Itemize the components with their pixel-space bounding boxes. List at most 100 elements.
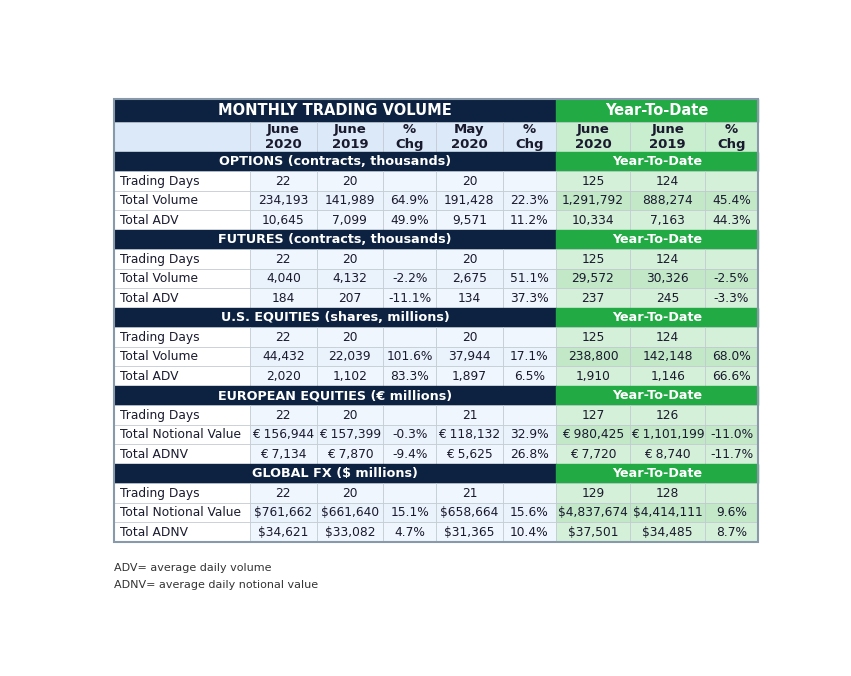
Text: 64.9%: 64.9% [391, 194, 429, 207]
Text: 125: 125 [581, 174, 605, 188]
Text: 15.1%: 15.1% [391, 506, 429, 519]
Text: 44.3%: 44.3% [712, 214, 751, 226]
Text: June
2020: June 2020 [265, 123, 302, 151]
Text: 128: 128 [656, 487, 679, 500]
Bar [114, 269, 250, 289]
Bar [705, 171, 758, 191]
Bar [631, 210, 705, 230]
Text: 184: 184 [271, 291, 295, 305]
Text: 22: 22 [276, 408, 291, 422]
Bar [556, 249, 631, 269]
Text: $658,664: $658,664 [440, 506, 499, 519]
Text: 191,428: 191,428 [444, 194, 494, 207]
Bar [250, 425, 317, 444]
Text: Trading Days: Trading Days [120, 174, 200, 188]
Text: $4,837,674: $4,837,674 [558, 506, 628, 519]
Bar [631, 171, 705, 191]
Text: Total Volume: Total Volume [120, 350, 198, 363]
Text: € 8,740: € 8,740 [644, 448, 691, 460]
Text: 32.9%: 32.9% [510, 428, 549, 441]
Text: -3.3%: -3.3% [714, 291, 749, 305]
Text: -11.0%: -11.0% [710, 428, 753, 441]
Bar [436, 425, 503, 444]
Bar [705, 503, 758, 523]
Text: € 5,625: € 5,625 [446, 448, 493, 460]
Text: June
2020: June 2020 [574, 123, 611, 151]
Text: Total ADNV: Total ADNV [120, 448, 188, 460]
Bar [436, 327, 503, 347]
Bar [503, 366, 556, 386]
Bar [556, 152, 758, 171]
Text: 101.6%: 101.6% [386, 350, 433, 363]
Bar [556, 210, 631, 230]
Bar [436, 171, 503, 191]
Text: 21: 21 [461, 408, 477, 422]
Text: 22: 22 [276, 487, 291, 500]
Bar [705, 483, 758, 503]
Text: Trading Days: Trading Days [120, 487, 200, 500]
Bar [383, 347, 436, 366]
Bar [436, 191, 503, 210]
Text: 22,039: 22,039 [328, 350, 371, 363]
Bar [436, 249, 503, 269]
Bar [383, 249, 436, 269]
Bar [556, 347, 631, 366]
Bar [705, 210, 758, 230]
Bar [114, 152, 556, 171]
Text: 127: 127 [581, 408, 604, 422]
Text: 37,944: 37,944 [448, 350, 491, 363]
Bar [503, 347, 556, 366]
Text: Total ADV: Total ADV [120, 214, 179, 226]
Bar [114, 308, 556, 327]
Bar [503, 249, 556, 269]
Bar [317, 289, 383, 308]
Bar [631, 366, 705, 386]
Bar [383, 171, 436, 191]
Text: € 7,720: € 7,720 [569, 448, 616, 460]
Text: 245: 245 [656, 291, 679, 305]
Bar [317, 122, 383, 152]
Bar [705, 289, 758, 308]
Text: GLOBAL FX ($ millions): GLOBAL FX ($ millions) [252, 467, 418, 480]
Bar [114, 425, 250, 444]
Bar [556, 191, 631, 210]
Text: 20: 20 [342, 487, 357, 500]
Bar [317, 327, 383, 347]
Text: 124: 124 [656, 331, 679, 343]
Bar [503, 523, 556, 541]
Text: 45.4%: 45.4% [712, 194, 751, 207]
Text: 1,910: 1,910 [575, 370, 610, 383]
Bar [250, 191, 317, 210]
Bar [114, 406, 250, 425]
Text: %
Chg: % Chg [515, 123, 544, 151]
Text: 37.3%: 37.3% [510, 291, 549, 305]
Bar [503, 269, 556, 289]
Bar [436, 483, 503, 503]
Text: 2,020: 2,020 [266, 370, 300, 383]
Text: Trading Days: Trading Days [120, 331, 200, 343]
Text: 44,432: 44,432 [262, 350, 305, 363]
Bar [631, 406, 705, 425]
Text: Total Notional Value: Total Notional Value [120, 428, 241, 441]
Bar [631, 444, 705, 464]
Bar [114, 289, 250, 308]
Bar [556, 523, 631, 541]
Bar [631, 191, 705, 210]
Text: 126: 126 [656, 408, 679, 422]
Bar [250, 122, 317, 152]
Bar [436, 289, 503, 308]
Text: Year-To-Date: Year-To-Date [612, 155, 702, 168]
Text: € 7,134: € 7,134 [260, 448, 306, 460]
Bar [114, 249, 250, 269]
Bar [503, 425, 556, 444]
Text: -9.4%: -9.4% [392, 448, 427, 460]
Bar [383, 191, 436, 210]
Text: 26.8%: 26.8% [510, 448, 549, 460]
Text: 20: 20 [342, 331, 357, 343]
Text: 51.1%: 51.1% [510, 272, 549, 285]
Bar [250, 289, 317, 308]
Bar [250, 210, 317, 230]
Bar [556, 308, 758, 327]
Bar [383, 503, 436, 523]
Text: 9,571: 9,571 [452, 214, 487, 226]
